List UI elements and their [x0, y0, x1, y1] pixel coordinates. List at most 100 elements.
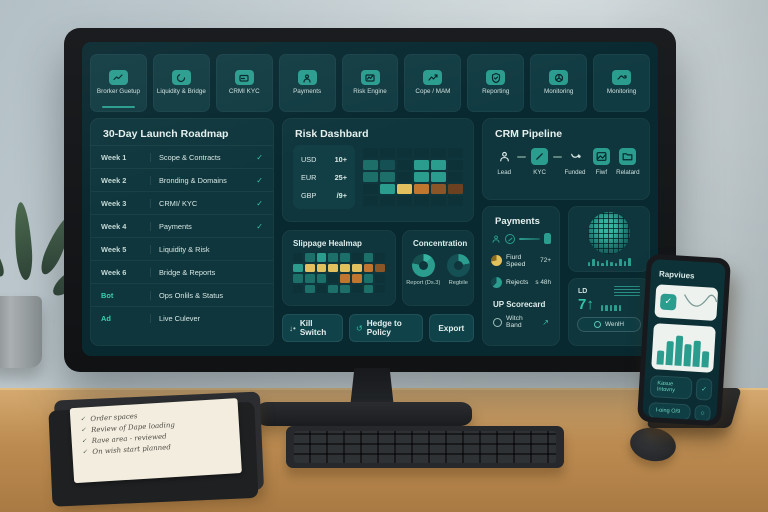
info-icon: [493, 317, 502, 327]
week-label: Bot: [101, 290, 114, 300]
crm-stage-kyc[interactable]: KYC: [526, 148, 552, 176]
heatmap-cell: [448, 148, 463, 158]
heatmap-cell: [414, 148, 429, 158]
roadmap-row[interactable]: Bot Ops Onlils & Status: [91, 283, 273, 306]
currency-value: 10+: [334, 154, 347, 164]
nav-label: Payments: [293, 88, 322, 96]
action-bar: ↓• Kill Switch ↺ Hedge to Policy Export: [282, 314, 474, 342]
plant-leaf: [12, 201, 34, 281]
roadmap-row[interactable]: Week 3 CRMI/ KYC ✓: [91, 191, 273, 214]
check-button[interactable]: ✓: [695, 377, 713, 401]
roadmap-row[interactable]: Week 4 Payments ✓: [91, 214, 273, 237]
nav-tile-broker-setup[interactable]: Brorker Guetup: [90, 54, 147, 112]
shield-check-icon: ✓: [659, 292, 677, 310]
heatmap-cell: [380, 184, 395, 194]
heatmap-cell: [328, 263, 338, 272]
mini-bar: [665, 340, 674, 366]
heatmap-cell: [363, 274, 374, 283]
week-label: Ad: [101, 313, 111, 323]
heatmap-cell: [431, 160, 446, 170]
task-label: Live Culever: [150, 313, 244, 323]
pen-square-icon: [531, 148, 549, 165]
currency-code: USD: [301, 154, 317, 164]
keyboard-keys: [294, 431, 556, 463]
heatmap-cell: [328, 274, 338, 283]
currency-row: USD 10+: [301, 150, 347, 168]
pipeline-connector: [517, 156, 527, 158]
phone-pill-2[interactable]: I-oing O/9: [648, 401, 692, 421]
crm-stage-fiwf[interactable]: Fiwf: [588, 148, 614, 176]
nav-tile-payments[interactable]: Payments: [278, 54, 336, 112]
nav-label: CRMI KYC: [228, 88, 260, 96]
nav-tile-risk-engine[interactable]: Risk Engine: [341, 54, 399, 112]
heatmap-cell: [414, 184, 429, 194]
top-nav: Brorker Guetup Liquidity & Bridge CRMI K…: [90, 54, 651, 112]
wenlh-button[interactable]: WenlH: [577, 317, 641, 332]
button-label: Export: [438, 323, 465, 333]
roadmap-panel: 30-Day Launch Roadmap Week 1 Scope & Con…: [90, 118, 274, 346]
currency-row: GBP /9+: [301, 186, 347, 204]
concentration-title: Concentration: [413, 239, 468, 248]
week-label: Week 2: [101, 175, 127, 185]
heatmap-cell: [448, 160, 463, 170]
nav-tile-monitoring-1[interactable]: Monitoring: [530, 54, 588, 112]
heatmap-cell: [363, 253, 374, 262]
phone-bars: [656, 330, 710, 368]
monitor: Brorker Guetup Liquidity & Bridge CRMI K…: [64, 28, 676, 372]
risk-title: Risk Dashbard: [295, 128, 369, 140]
heatmap-cell: [351, 253, 362, 262]
pie-icon: [491, 255, 502, 266]
nav-tile-monitoring-2[interactable]: Monitoring: [593, 54, 651, 112]
monitor-stand-neck: [350, 368, 394, 408]
kill-switch-button[interactable]: ↓• Kill Switch: [282, 314, 344, 342]
monitor-stand-base: [256, 402, 472, 426]
heatmap-cell: [448, 196, 463, 206]
scorecard-row[interactable]: Witch Band ↗: [483, 314, 559, 330]
crm-stage-lead[interactable]: Lead: [491, 148, 517, 176]
risk-dashboard-panel: Risk Dashbard USD 10+ EUR 25+: [282, 118, 474, 222]
roadmap-row[interactable]: Week 1 Scope & Contracts ✓: [91, 145, 273, 168]
nav-tile-copy-mam[interactable]: Cope / MAM: [404, 54, 462, 112]
heatmap-cell: [293, 284, 303, 293]
hedge-icon: ↺: [356, 323, 363, 333]
phone-card-bars: [651, 323, 716, 373]
hedge-to-policy-button[interactable]: ↺ Hedge to Policy: [349, 314, 423, 342]
bottle-icon: [544, 233, 551, 244]
roadmap-row[interactable]: Week 5 Liquidity & Risk: [91, 237, 273, 260]
nav-label: Liquidity & Bridge: [156, 88, 206, 96]
check-icon: ✓: [81, 437, 87, 445]
roadmap-row[interactable]: Week 2 Bronding & Domains ✓: [91, 168, 273, 191]
heatmap-cell: [351, 284, 362, 293]
heatmap-cell: [293, 263, 303, 272]
export-button[interactable]: Export: [428, 314, 474, 342]
mini-bar: [674, 335, 684, 366]
task-label: CRMI/ KYC: [150, 198, 244, 208]
payments-icon-row: [483, 232, 559, 249]
donut-chart: [411, 254, 435, 277]
shield-check-icon: [486, 70, 506, 86]
phone-pill-1[interactable]: Kasue Intovny: [649, 375, 693, 400]
nav-tile-liquidity-bridge[interactable]: Liquidity & Bridge: [152, 54, 210, 112]
card-icon: [234, 70, 254, 86]
mini-bar: [592, 259, 595, 266]
heatmap-cell: [380, 160, 395, 170]
slippage-heatmap: [293, 253, 385, 293]
heatmap-cell: [375, 253, 385, 262]
crm-stage-relatard[interactable]: Relatard: [615, 148, 641, 176]
heatmap-cell: [375, 284, 385, 293]
nav-tile-crm-kyc[interactable]: CRMI KYC: [215, 54, 273, 112]
task-label: Liquidity & Risk: [150, 244, 244, 254]
heatmap-cell: [316, 274, 327, 283]
roadmap-row[interactable]: Ad Live Culever: [91, 306, 273, 329]
ld-value: 7↑: [578, 296, 594, 313]
task-label: Bridge & Reports: [150, 267, 244, 277]
heatmap-cell: [340, 284, 350, 293]
task-label: Ops Onlils & Status: [150, 290, 244, 300]
nav-tile-reporting[interactable]: Reporting: [467, 54, 525, 112]
crm-stage-funded[interactable]: Funded: [562, 148, 588, 176]
gear-button[interactable]: ○: [694, 404, 712, 422]
mini-bar: [683, 344, 692, 367]
currency-code: GBP: [301, 190, 317, 200]
donut-label: Regbile: [448, 280, 468, 286]
roadmap-row[interactable]: Week 6 Bridge & Reports: [91, 260, 273, 283]
